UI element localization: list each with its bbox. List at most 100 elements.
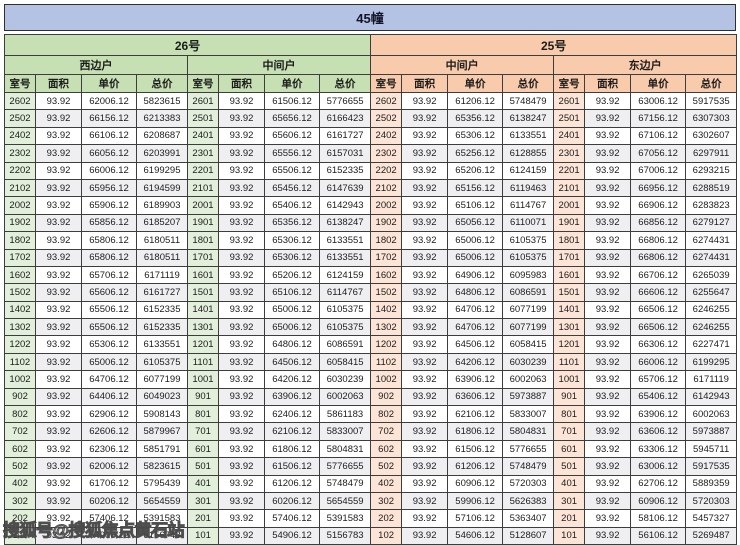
room-cell: 401: [553, 474, 586, 493]
value-cell: 6227471: [685, 335, 738, 354]
value-cell: 63606.12: [447, 387, 504, 407]
value-cell: 54606.12: [447, 526, 504, 545]
table-row: 1602 93.92 65706.12 6171119 1601 93.92 65206.1…: [4, 265, 738, 285]
table-row: 2602 93.92 62006.12 5823615 2601 93.92 61506.1…: [4, 91, 738, 111]
value-cell: 64706.12: [447, 318, 504, 337]
value-cell: 5908143: [136, 405, 188, 424]
room-cell: 2002: [370, 196, 403, 215]
value-cell: 67106.12: [630, 126, 687, 146]
room-cell: 1802: [370, 231, 403, 250]
value-cell: 5945711: [685, 439, 738, 459]
table-row: 302 93.92 60206.12 5654559 301 93.92 60206.12 5…: [4, 491, 738, 511]
value-cell: 65406.12: [630, 387, 687, 407]
value-cell: 6002063: [318, 387, 372, 407]
value-cell: 6246255: [685, 300, 738, 320]
value-cell: 93.92: [584, 109, 632, 128]
value-cell: 6030239: [502, 352, 555, 372]
room-cell: 2402: [4, 126, 36, 146]
room-cell: 1501: [553, 283, 586, 302]
room-cell: 102: [370, 526, 403, 545]
room-cell: 2101: [187, 178, 219, 198]
value-cell: 6086591: [318, 335, 372, 354]
building-title: 45幢: [356, 11, 384, 26]
value-cell: 6288519: [685, 178, 738, 198]
room-cell: 701: [553, 422, 586, 441]
value-cell: 5917535: [685, 91, 738, 111]
value-cell: 66806.12: [630, 231, 687, 250]
value-cell: 6302607: [685, 126, 738, 146]
table-row: 1102 93.92 65006.12 6105375 1101 93.92 64506.1…: [4, 352, 738, 372]
table-row: 502 93.92 62006.12 5823615 501 93.92 61506.12 5…: [4, 457, 738, 476]
room-cell: 2501: [187, 109, 219, 128]
room-cell: 1701: [553, 248, 586, 267]
value-cell: 93.92: [218, 213, 265, 233]
value-cell: 6297911: [685, 144, 738, 163]
room-cell: 202: [4, 509, 36, 528]
value-cell: 6265039: [685, 265, 738, 285]
room-cell: 1601: [553, 265, 586, 285]
value-cell: 93.92: [401, 213, 449, 233]
price-sheet: 45幢 26号 25号 西边户 中间户 中间户 东边户 室号 面积 单价: [3, 4, 738, 545]
value-cell: 62606.12: [81, 422, 137, 441]
value-cell: 93.92: [218, 300, 265, 320]
room-cell: 802: [370, 405, 403, 424]
value-cell: 93.92: [218, 161, 265, 180]
value-cell: 63906.12: [264, 387, 320, 407]
value-cell: 6157031: [318, 144, 372, 163]
value-cell: 93.92: [584, 387, 632, 407]
value-cell: 93.92: [584, 231, 632, 250]
value-cell: 60206.12: [81, 491, 137, 511]
value-cell: 66856.12: [630, 213, 687, 233]
value-cell: 93.92: [584, 491, 632, 511]
room-cell: 2301: [553, 144, 586, 163]
room-cell: 901: [187, 387, 219, 407]
value-cell: 61506.12: [264, 457, 320, 476]
value-cell: 93.92: [35, 196, 82, 215]
value-cell: 93.92: [584, 161, 632, 180]
value-cell: 65256.12: [447, 144, 504, 163]
value-cell: 93.92: [584, 352, 632, 372]
value-cell: 93.92: [35, 439, 82, 459]
value-cell: 62906.12: [81, 405, 137, 424]
room-cell: 1602: [370, 265, 403, 285]
table-row: 1002 93.92 64706.12 6077199 1001 93.92 64206.1…: [4, 370, 738, 389]
value-cell: 93.92: [218, 457, 265, 476]
value-cell: 93.92: [584, 283, 632, 302]
room-cell: 301: [553, 491, 586, 511]
value-cell: 6161727: [136, 283, 188, 302]
building-title-band: 45幢: [4, 4, 736, 31]
room-cell: 1601: [187, 265, 219, 285]
value-cell: 6208687: [136, 126, 188, 146]
unit-row: 西边户 中间户 中间户 东边户: [4, 55, 738, 75]
room-cell: 1402: [4, 300, 36, 320]
value-cell: 6166423: [318, 109, 372, 128]
room-cell: 902: [4, 387, 36, 407]
value-cell: 65606.12: [81, 283, 137, 302]
value-cell: 65006.12: [264, 300, 320, 320]
value-cell: 93.92: [584, 439, 632, 459]
room-cell: 401: [187, 474, 219, 493]
value-cell: 65206.12: [447, 161, 504, 180]
table-row: 802 93.92 62906.12 5908143 801 93.92 62406.12 5…: [4, 405, 738, 424]
table-row: 2002 93.92 65906.12 6189903 2001 93.92 65406.1…: [4, 196, 738, 215]
value-cell: 93.92: [35, 387, 82, 407]
value-cell: 93.92: [35, 91, 82, 111]
room-cell: 1302: [4, 318, 36, 337]
col-header-area: 面积: [35, 74, 82, 93]
col-header-unit-price: 单价: [447, 74, 504, 93]
value-cell: 93.92: [35, 248, 82, 267]
value-cell: 6002063: [685, 405, 738, 424]
room-cell: 1201: [553, 335, 586, 354]
value-cell: 63306.12: [630, 439, 687, 459]
room-cell: 1202: [370, 335, 403, 354]
column-header-row: 室号 面积 单价 总价 室号 面积 单价 总价 室号 面积 单价 总价 室号 面…: [4, 74, 738, 93]
value-cell: 62106.12: [447, 405, 504, 424]
room-cell: 2601: [187, 91, 219, 111]
value-cell: 62306.12: [81, 439, 137, 459]
value-cell: 66956.12: [630, 178, 687, 198]
value-cell: 65706.12: [630, 370, 687, 389]
value-cell: 66806.12: [630, 248, 687, 267]
value-cell: 93.92: [401, 474, 449, 493]
room-cell: 2401: [553, 126, 586, 146]
value-cell: 63906.12: [630, 405, 687, 424]
